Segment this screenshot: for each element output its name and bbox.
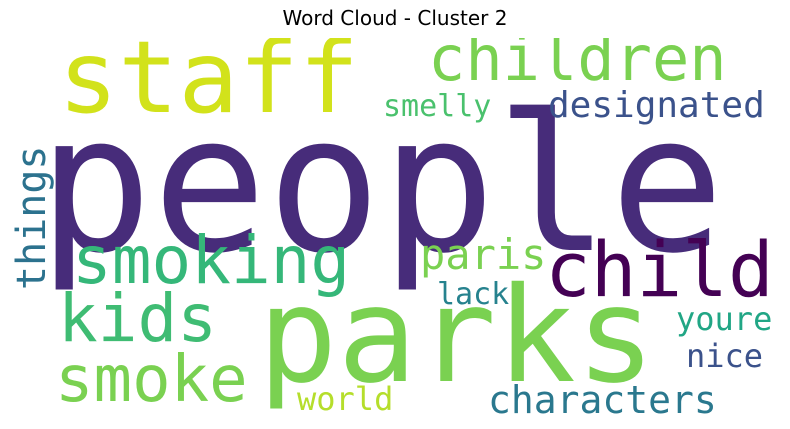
- word-world: world: [297, 380, 394, 418]
- word-child: child: [545, 225, 774, 314]
- word-designated: designated: [548, 85, 765, 126]
- word-paris: paris: [420, 230, 547, 279]
- word-smelly: smelly: [383, 89, 492, 124]
- word-characters: characters: [488, 378, 717, 421]
- word-things: things: [10, 145, 55, 291]
- word-parks: parks: [258, 259, 656, 413]
- word-nice: nice: [686, 337, 764, 375]
- word-cloud: people parks staff children smoking chil…: [10, 38, 780, 421]
- word-youre: youre: [676, 300, 773, 338]
- word-lack: lack: [437, 277, 510, 312]
- word-smoke: smoke: [55, 343, 248, 417]
- chart-title: Word Cloud - Cluster 2: [282, 6, 508, 30]
- word-kids: kids: [58, 280, 217, 357]
- word-children: children: [428, 38, 727, 95]
- word-people: people: [38, 74, 725, 295]
- word-staff: staff: [58, 38, 360, 136]
- word-smoking: smoking: [72, 222, 351, 299]
